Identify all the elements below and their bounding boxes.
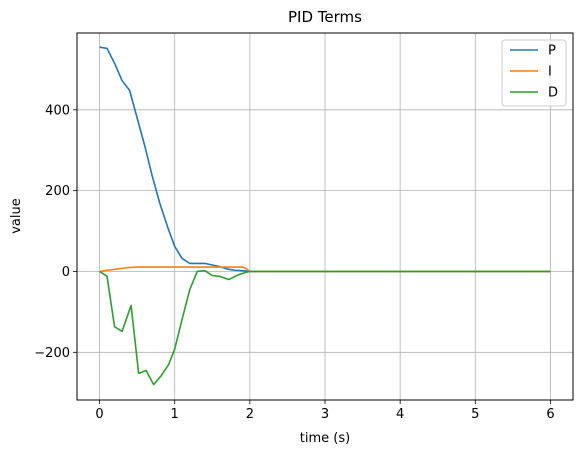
- legend-label-d: D: [548, 86, 558, 101]
- x-tick-label: 3: [321, 407, 329, 422]
- x-tick-label: 2: [246, 407, 254, 422]
- y-axis-label: value: [9, 198, 24, 234]
- y-tick-label: 0: [62, 265, 70, 280]
- x-axis-label: time (s): [300, 431, 350, 446]
- legend: PID: [501, 39, 567, 107]
- legend-box: [501, 39, 567, 107]
- x-tick-label: 5: [471, 407, 479, 422]
- legend-label-i: I: [548, 65, 552, 80]
- axis-ticks: 0 1 2 3 4 5 6 −200 0 200 400: [34, 103, 554, 422]
- y-tick-label: 200: [45, 184, 70, 199]
- chart-title: PID Terms: [288, 8, 362, 26]
- x-tick-label: 0: [95, 407, 103, 422]
- series-lines: [99, 46, 551, 386]
- x-tick-label: 4: [396, 407, 404, 422]
- y-tick-label: −200: [34, 346, 70, 361]
- x-tick-label: 1: [171, 407, 179, 422]
- legend-label-p: P: [548, 44, 556, 59]
- y-tick-label: 400: [45, 103, 70, 118]
- x-tick-label: 6: [546, 407, 554, 422]
- series-line-d: [99, 269, 551, 386]
